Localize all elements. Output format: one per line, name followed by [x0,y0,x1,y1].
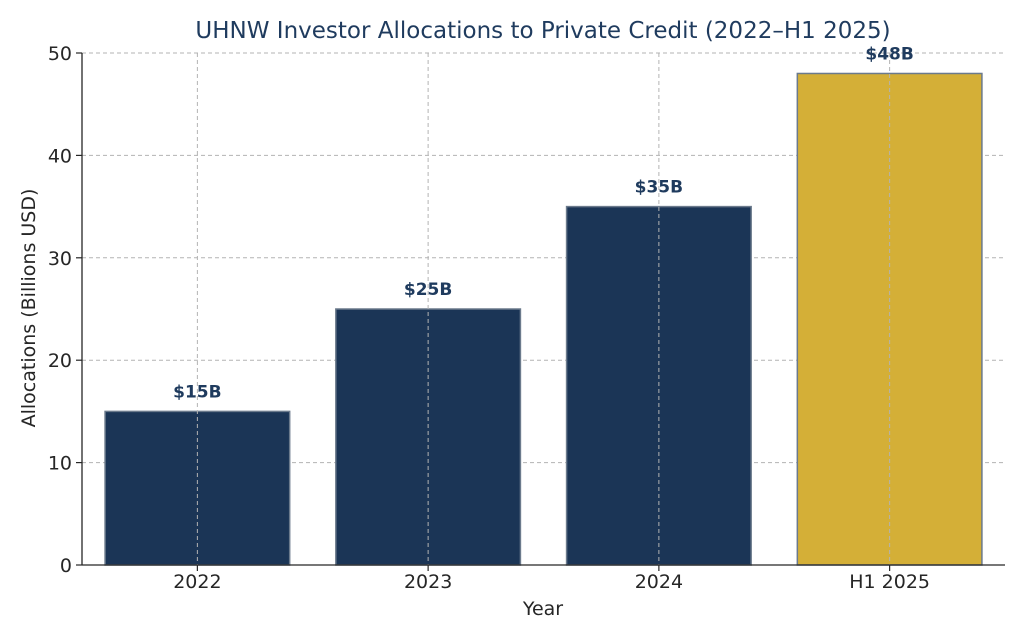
y-tick-label: 50 [48,43,72,65]
x-tick-label: H1 2025 [849,571,930,593]
y-tick-label: 30 [48,248,72,270]
data-label: $25B [404,280,452,300]
y-tick-label: 40 [48,145,72,167]
y-tick-label: 0 [60,555,72,577]
x-tick-label: 2022 [173,571,221,593]
data-labels: $15B $25B $35B $48B [173,44,914,402]
y-axis-label: Allocations (Billions USD) [18,189,40,428]
data-label: $48B [865,44,913,64]
x-tick-label: 2024 [635,571,683,593]
data-label: $15B [173,382,221,402]
bars [104,72,983,566]
x-tick-label: 2023 [404,571,452,593]
y-tick-label: 10 [48,453,72,475]
data-label: $35B [635,178,683,198]
y-tick-label: 20 [48,350,72,372]
axes: 0 10 20 30 40 50 2022 2023 2024 H1 2025 [48,43,1005,593]
vertical-grid [196,53,891,565]
chart-title: UHNW Investor Allocations to Private Cre… [195,18,890,44]
x-axis-label: Year [522,598,563,620]
